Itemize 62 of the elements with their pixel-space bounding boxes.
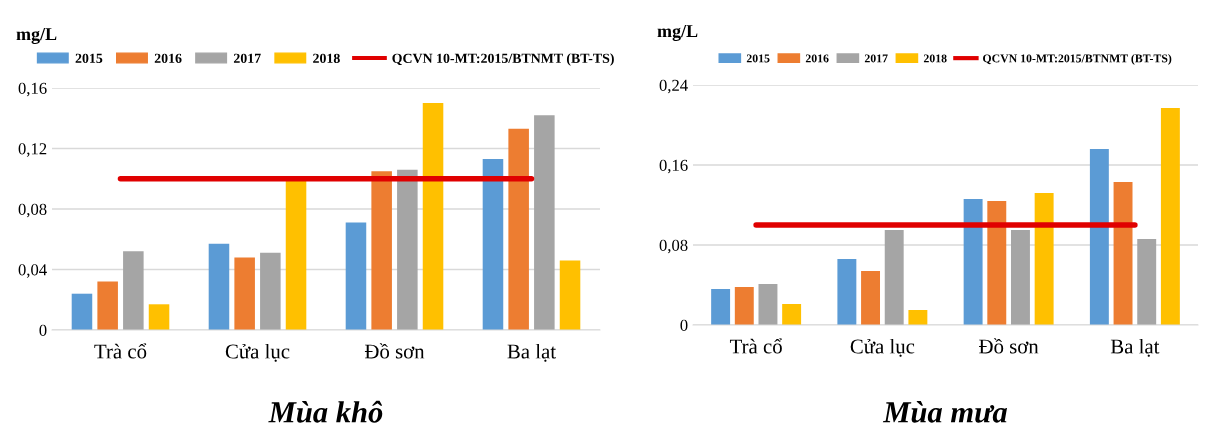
bar — [758, 284, 778, 325]
bar — [1034, 193, 1054, 325]
y-tick-label: 0 — [680, 319, 688, 331]
bar — [884, 230, 904, 325]
x-tick-label: Ba lạt — [1110, 338, 1160, 357]
legend-label: QCVN 10-MT:2015/BTNMT (BT-TS) — [392, 53, 614, 66]
bar — [97, 281, 118, 330]
y-axis-title: mg/L — [657, 25, 698, 41]
bar — [397, 169, 418, 330]
bar — [1010, 230, 1030, 325]
legend-label: 2017 — [233, 53, 261, 63]
y-tick-label: 0,12 — [18, 143, 47, 157]
bar — [711, 289, 731, 325]
y-tick-label: 0,08 — [18, 203, 47, 218]
bar — [963, 199, 983, 325]
bar — [987, 201, 1007, 325]
bar — [208, 243, 230, 330]
bar — [371, 171, 392, 330]
bar — [71, 293, 93, 330]
x-tick-label: Cửa lục — [225, 343, 290, 362]
bar — [559, 260, 581, 330]
text: Mùa khô — [268, 400, 383, 423]
y-tick-label: 0,16 — [18, 82, 47, 97]
bar — [1113, 182, 1133, 325]
y-tick-label: 0,16 — [659, 159, 688, 174]
legend-label: 2018 — [923, 54, 947, 63]
bar — [908, 310, 928, 325]
legend-label: QCVN 10-MT:2015/BTNMT (BT-TS) — [983, 54, 1172, 65]
x-tick-label: Đồ sơn — [979, 338, 1039, 354]
bar — [1089, 149, 1109, 325]
y-axis-title: mg/L — [16, 28, 57, 44]
bar — [734, 287, 754, 325]
x-tick-label: Đồ sơn — [364, 343, 425, 359]
legend-label: 2016 — [805, 54, 829, 63]
y-tick-label: 0,04 — [18, 264, 47, 278]
bar — [482, 159, 504, 330]
bar — [345, 222, 367, 330]
bar — [422, 103, 444, 330]
bar — [508, 128, 529, 330]
legend-label: 2018 — [313, 53, 340, 63]
bar — [148, 304, 170, 330]
bar — [782, 304, 802, 325]
x-tick-label: Trà cổ — [94, 343, 147, 359]
bar — [1137, 239, 1157, 325]
x-tick-label: Trà cổ — [729, 338, 782, 354]
legend-label: 2015 — [75, 53, 103, 63]
y-tick-label: 0,24 — [659, 79, 688, 94]
y-tick-label: 0 — [39, 324, 47, 336]
bar — [861, 271, 881, 325]
legend-label: 2015 — [746, 54, 770, 63]
x-tick-label: Cửa lục — [850, 338, 915, 357]
text: Mùa mưa — [882, 401, 1007, 423]
bar — [534, 115, 555, 330]
y-tick-label: 0,08 — [659, 239, 688, 254]
bar — [123, 251, 144, 330]
x-tick-label: Ba lạt — [507, 343, 556, 362]
legend-label: 2016 — [154, 53, 182, 63]
bar — [234, 257, 255, 330]
legend-label: 2017 — [864, 54, 888, 63]
bar — [260, 252, 281, 330]
bar — [1160, 108, 1180, 325]
bar — [837, 259, 857, 325]
